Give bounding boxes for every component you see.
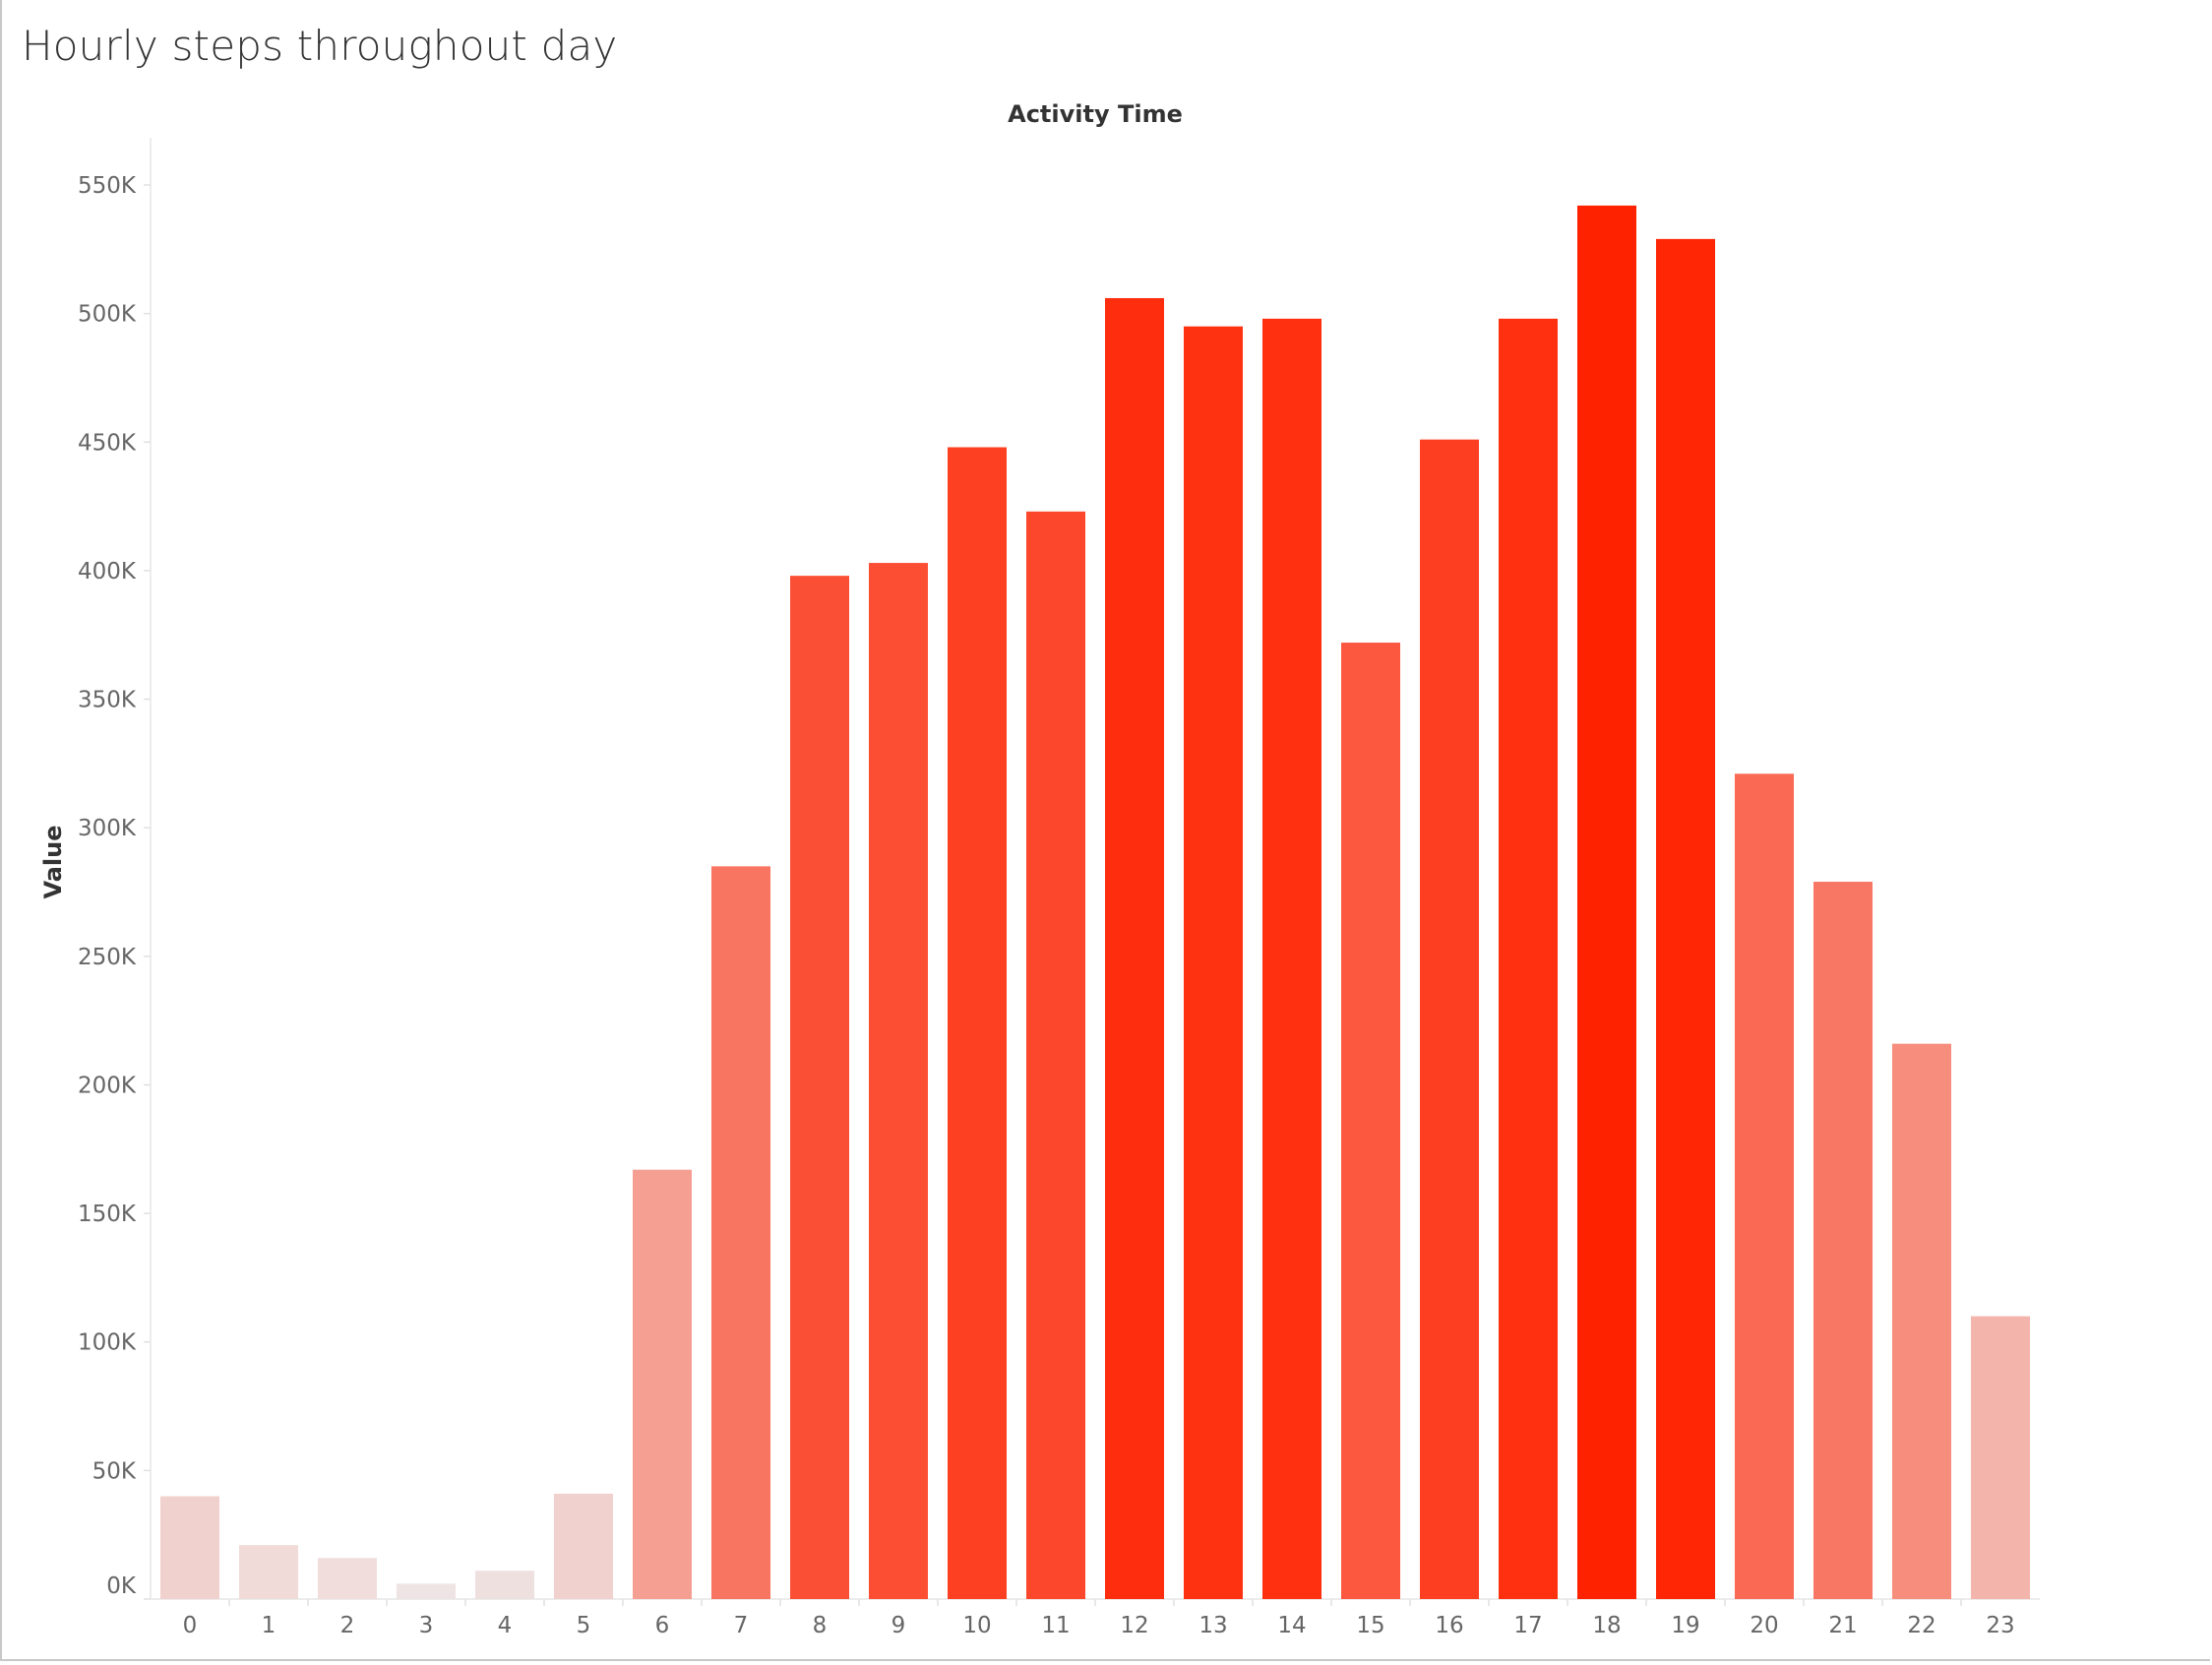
y-tick-label: 250K bbox=[78, 945, 137, 970]
bar-7[interactable] bbox=[711, 866, 770, 1599]
bar-19[interactable] bbox=[1656, 238, 1715, 1599]
x-tick-label: 1 bbox=[262, 1613, 276, 1638]
x-tick-label: 7 bbox=[734, 1613, 749, 1638]
bar-4[interactable] bbox=[475, 1571, 534, 1599]
x-tick-label: 12 bbox=[1120, 1613, 1148, 1638]
bar-2[interactable] bbox=[318, 1558, 377, 1599]
bar-17[interactable] bbox=[1499, 318, 1558, 1599]
x-tick-label: 13 bbox=[1198, 1613, 1227, 1638]
bar-1[interactable] bbox=[239, 1545, 298, 1599]
bar-18[interactable] bbox=[1577, 205, 1636, 1599]
y-axis: 0K 50K 100K 150K 200K 250K 300K 350K 400K 450K 500… bbox=[78, 138, 152, 1600]
bar-21[interactable] bbox=[1813, 882, 1873, 1599]
bar-0[interactable] bbox=[160, 1496, 219, 1599]
y-tick-label: 500K bbox=[78, 302, 137, 328]
bar-8[interactable] bbox=[790, 576, 849, 1599]
x-tick-label: 17 bbox=[1513, 1613, 1542, 1638]
x-tick-label: 14 bbox=[1277, 1613, 1306, 1638]
x-tick-label: 5 bbox=[577, 1613, 591, 1638]
x-tick-label: 4 bbox=[498, 1613, 513, 1638]
x-tick-label: 16 bbox=[1435, 1613, 1463, 1638]
y-tick-label: 200K bbox=[78, 1073, 137, 1098]
bar-5[interactable] bbox=[554, 1493, 613, 1599]
y-tick-label: 0K bbox=[106, 1573, 137, 1599]
x-tick-label: 2 bbox=[340, 1613, 355, 1638]
x-tick-label: 23 bbox=[1986, 1613, 2014, 1638]
x-tick-label: 3 bbox=[419, 1613, 434, 1638]
y-tick-label: 550K bbox=[78, 173, 137, 199]
x-axis: 0 1 2 3 4 5 6 7 8 9 10 11 12 13 14 15 16 17 18 19 20 21 22 23 bbox=[151, 1598, 2040, 1638]
bar-15[interactable] bbox=[1341, 643, 1400, 1599]
x-tick-label: 15 bbox=[1356, 1613, 1384, 1638]
bars-group bbox=[160, 205, 2030, 1600]
x-tick-label: 20 bbox=[1750, 1613, 1778, 1638]
x-tick-label: 6 bbox=[655, 1613, 670, 1638]
bar-23[interactable] bbox=[1971, 1316, 2030, 1599]
x-tick-label: 11 bbox=[1041, 1613, 1070, 1638]
y-tick-label: 100K bbox=[78, 1330, 137, 1356]
y-tick-label: 300K bbox=[78, 816, 137, 841]
x-tick-label: 9 bbox=[891, 1613, 906, 1638]
bar-9[interactable] bbox=[869, 563, 928, 1599]
bar-13[interactable] bbox=[1184, 326, 1243, 1600]
x-tick-label: 19 bbox=[1671, 1613, 1699, 1638]
x-tick-label: 18 bbox=[1592, 1613, 1621, 1638]
chart-title: Hourly steps throughout day bbox=[22, 22, 618, 70]
x-tick-label: 22 bbox=[1907, 1613, 1936, 1638]
x-tick-label: 21 bbox=[1828, 1613, 1857, 1638]
bar-22[interactable] bbox=[1892, 1043, 1951, 1599]
bar-12[interactable] bbox=[1105, 297, 1164, 1600]
bar-11[interactable] bbox=[1026, 511, 1085, 1599]
bar-10[interactable] bbox=[948, 447, 1007, 1599]
x-tick-label: 10 bbox=[962, 1613, 991, 1638]
y-tick-label: 350K bbox=[78, 688, 137, 713]
x-tick-label: 0 bbox=[183, 1613, 198, 1638]
bar-16[interactable] bbox=[1420, 439, 1479, 1599]
y-tick-label: 50K bbox=[92, 1458, 137, 1484]
x-axis-title: Activity Time bbox=[1008, 100, 1183, 128]
y-tick-label: 450K bbox=[78, 430, 137, 456]
bar-3[interactable] bbox=[397, 1583, 456, 1599]
y-tick-label: 400K bbox=[78, 559, 137, 585]
bar-20[interactable] bbox=[1735, 773, 1794, 1599]
x-tick-label: 8 bbox=[813, 1613, 828, 1638]
bar-6[interactable] bbox=[633, 1169, 692, 1599]
y-axis-title: Value bbox=[39, 825, 67, 898]
y-tick-label: 150K bbox=[78, 1202, 137, 1227]
bar-14[interactable] bbox=[1262, 318, 1321, 1599]
